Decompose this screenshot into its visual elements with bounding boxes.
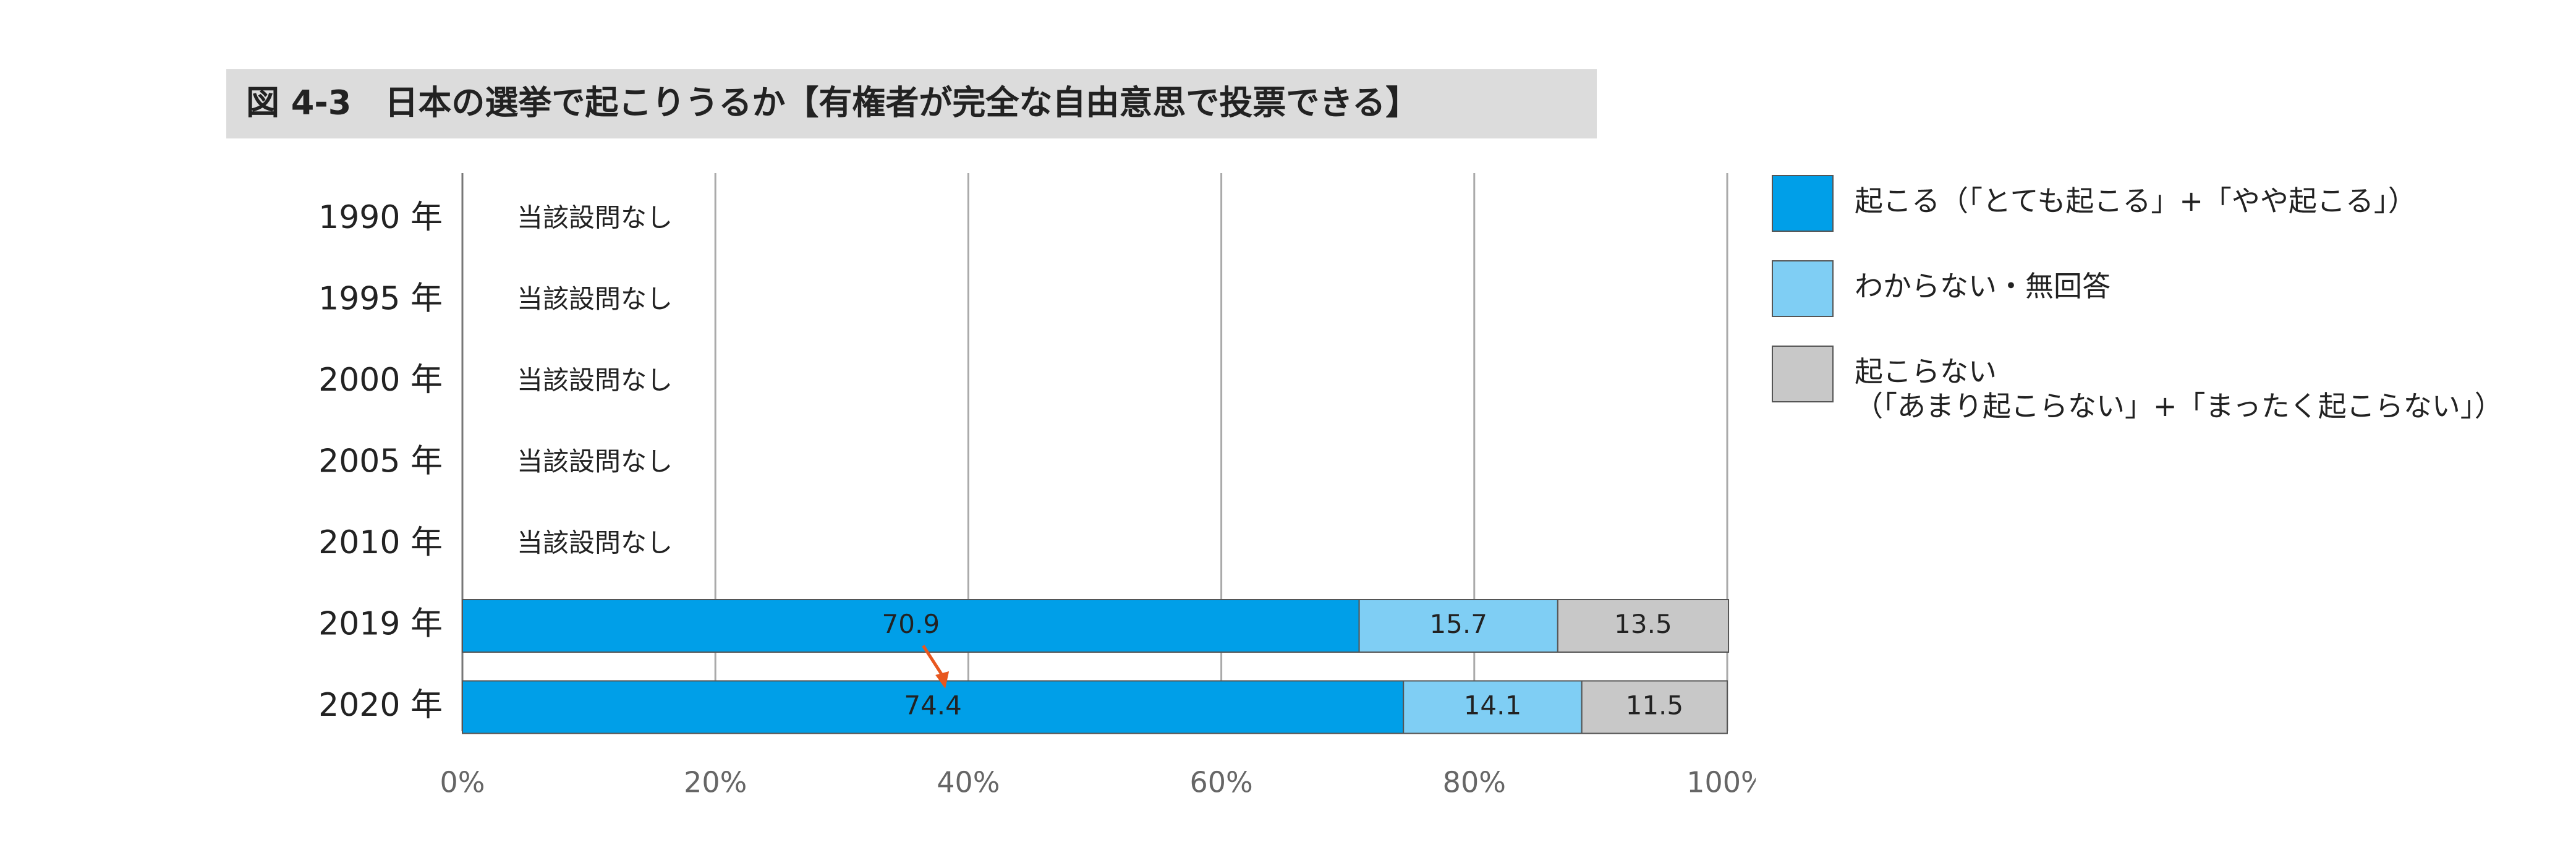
- bar-segment: [462, 680, 1405, 734]
- chart-title: 図 4-3 日本の選挙で起こりうるか【有権者が完全な自由意思で投票できる】: [246, 83, 1419, 122]
- y-tick-label: 2019 年: [318, 606, 443, 643]
- bar-segment: [1358, 599, 1558, 653]
- legend-label: 起こらない （「あまり起こらない」+「まったく起こらない」）: [1855, 355, 2503, 423]
- annotation: 当該設問なし: [517, 528, 673, 558]
- annotation: 当該設問なし: [517, 446, 673, 477]
- legend-swatch: [1772, 260, 1834, 317]
- data-label: 74.4: [904, 690, 962, 721]
- legend-swatch: [1772, 175, 1834, 232]
- bar-segment: [1557, 599, 1730, 653]
- chart: 図 4-3 日本の選挙で起こりうるか【有権者が完全な自由意思で投票できる】 0%…: [226, 69, 1756, 799]
- y-tick-label: 2020 年: [318, 687, 443, 724]
- arrow-head: [935, 671, 950, 689]
- y-tick-label: 2010 年: [318, 524, 443, 561]
- data-label: 13.5: [1614, 609, 1672, 639]
- bar-segment: [1403, 680, 1583, 734]
- x-tick-label: 0%: [440, 766, 485, 799]
- x-tick-label: 80%: [1443, 766, 1506, 799]
- legend-swatch: [1772, 346, 1834, 402]
- x-tick-label: 100%: [1686, 766, 1756, 799]
- data-label: 15.7: [1429, 609, 1487, 639]
- title-box: [226, 69, 1597, 138]
- y-tick-label: 1990 年: [318, 199, 443, 236]
- legend-item: わからない・無回答: [1772, 260, 2503, 317]
- legend-label: 起こる（「とても起こる」+「やや起こる」）: [1855, 184, 2417, 218]
- legend-label: わからない・無回答: [1855, 270, 2111, 303]
- data-label: 11.5: [1626, 690, 1684, 721]
- x-tick-label: 60%: [1189, 766, 1252, 799]
- annotation: 当該設問なし: [517, 365, 673, 396]
- annotation: 当該設問なし: [517, 284, 673, 314]
- x-tick-label: 20%: [684, 766, 747, 799]
- x-tick-label: 40%: [937, 766, 1000, 799]
- data-label: 70.9: [882, 609, 940, 639]
- legend: 起こる（「とても起こる」+「やや起こる」） わからない・無回答起こらない （「あま…: [1772, 175, 2503, 452]
- y-tick-label: 2005 年: [318, 443, 443, 480]
- data-label: 14.1: [1464, 690, 1522, 721]
- legend-item: 起こらない （「あまり起こらない」+「まったく起こらない」）: [1772, 346, 2503, 423]
- y-tick-label: 1995 年: [318, 281, 443, 318]
- y-tick-label: 2000 年: [318, 362, 443, 399]
- annotation: 当該設問なし: [517, 203, 673, 233]
- bar-segment: [1581, 680, 1728, 734]
- legend-item: 起こる（「とても起こる」+「やや起こる」）: [1772, 175, 2503, 232]
